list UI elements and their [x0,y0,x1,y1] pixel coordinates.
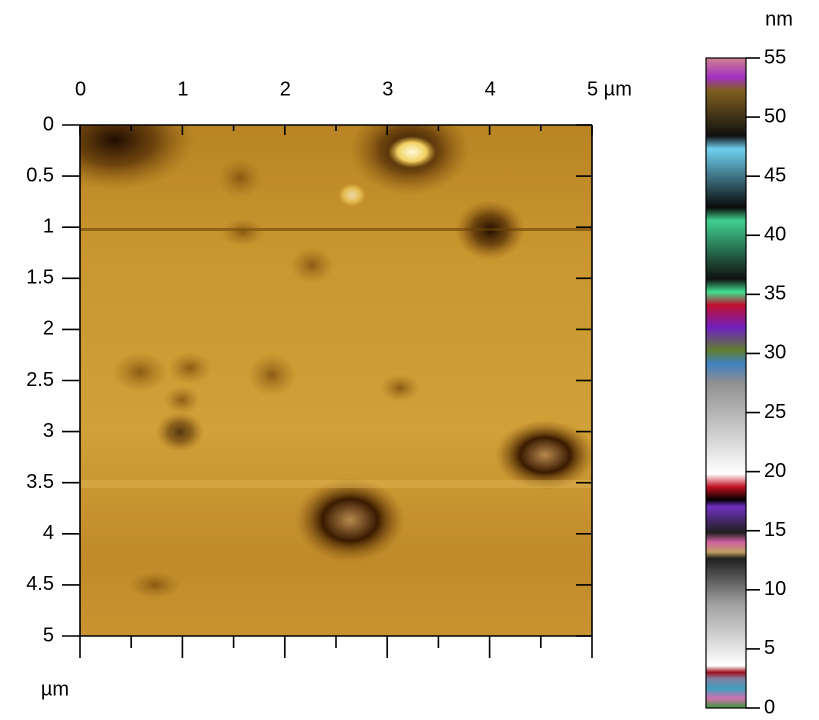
colorbar-label: nm [765,8,793,30]
colorbar-tick-label: 55 [764,46,786,68]
y-tick-label: 2 [43,318,54,340]
y-tick-label: 3.5 [26,471,54,493]
x-tick-label: 4 [485,78,496,100]
y-tick-label: 0 [43,113,54,135]
x-tick-label: 0 [75,78,86,100]
colorbar-tick-label: 50 [764,105,786,127]
afm-image [80,125,592,636]
x-tick-label: 3 [382,78,393,100]
colorbar-tick-label: 30 [764,342,786,364]
colorbar-tick-label: 15 [764,519,786,541]
colorbar [705,57,747,709]
y-tick-label: 1.5 [26,267,54,289]
x-tick-label: 1 [177,78,188,100]
y-tick-label: 1 [43,215,54,237]
colorbar-tick-label: 40 [764,224,786,246]
y-tick-label: 4.5 [26,573,54,595]
y-tick-label: 5 [43,624,54,646]
y-tick-label: 4 [43,522,54,544]
colorbar-tick-label: 20 [764,460,786,482]
x-tick-label: 2 [280,78,291,100]
colorbar-tick-label: 45 [764,164,786,186]
y-tick-label: 3 [43,420,54,442]
x-tick-label: 5 µm [587,78,632,100]
colorbar-tick-label: 5 [764,637,775,659]
y-tick-label: 2.5 [26,369,54,391]
y-axis-unit: µm [41,678,69,700]
colorbar-tick-label: 0 [764,696,775,718]
colorbar-tick-label: 10 [764,578,786,600]
colorbar-tick-label: 35 [764,283,786,305]
colorbar-tick-label: 25 [764,401,786,423]
y-tick-label: 0.5 [26,164,54,186]
